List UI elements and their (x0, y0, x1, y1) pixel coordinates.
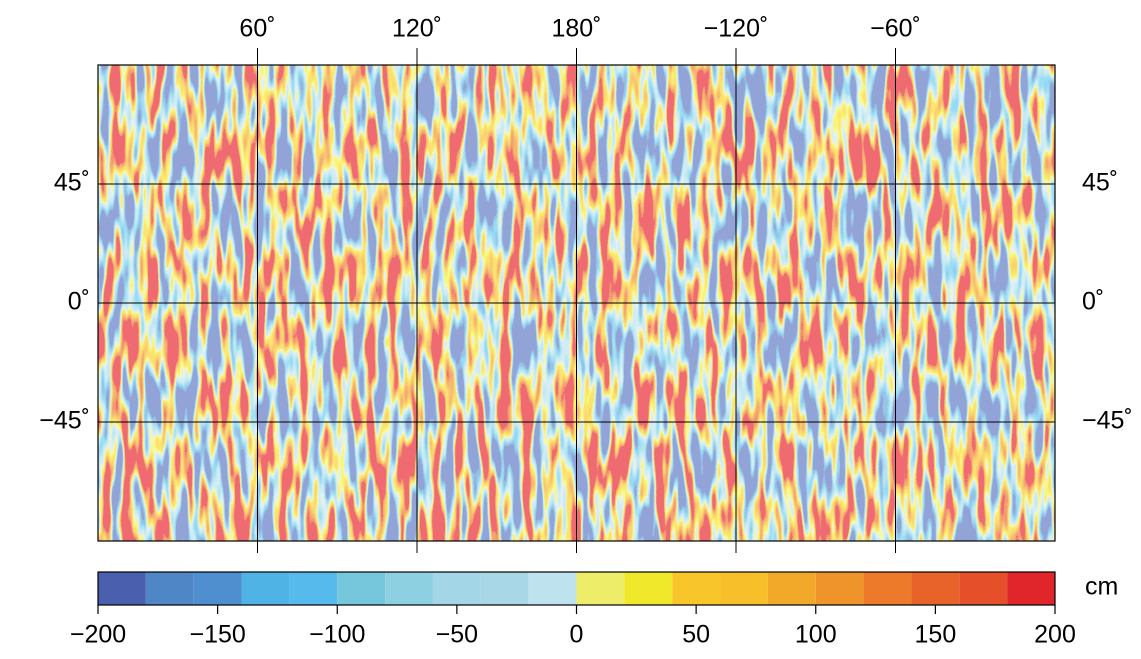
colorbar-tick-label: 0 (570, 621, 584, 649)
colorbar-tick-label: −100 (309, 621, 365, 649)
colorbar-bin (911, 572, 960, 605)
colorbar-tick-label: 150 (915, 621, 957, 649)
colorbar-bin (241, 572, 290, 605)
colorbar-bin (767, 572, 816, 605)
colorbar-unit: cm (1085, 573, 1118, 601)
colorbar-bin (145, 572, 194, 605)
colorbar-bin (576, 572, 625, 605)
colorbar-bin (863, 572, 912, 605)
x-tick-label: −120˚ (704, 15, 769, 43)
colorbar-bin (98, 572, 146, 605)
colorbar-tick-label: 200 (1034, 621, 1076, 649)
y-tick-label: 45˚ (54, 169, 90, 197)
x-tick-label: −60˚ (870, 15, 921, 43)
colorbar-bin (624, 572, 673, 605)
colorbar-bin (289, 572, 338, 605)
colorbar-bin (959, 572, 1008, 605)
y-tick-label: 0˚ (1082, 288, 1104, 316)
colorbar-bin (672, 572, 721, 605)
colorbar-bin (337, 572, 386, 605)
x-tick-label: 120˚ (392, 15, 442, 43)
y-tick-label: −45˚ (39, 407, 90, 435)
colorbar-tick-label: 50 (682, 621, 710, 649)
colorbar-bin (528, 572, 577, 605)
colorbar-bin (1007, 572, 1055, 605)
colorbar-tick-label: −200 (70, 621, 126, 649)
colorbar-tick-label: −50 (436, 621, 478, 649)
colorbar-tick-label: −150 (189, 621, 245, 649)
colorbar-bin (432, 572, 481, 605)
x-tick-label: 60˚ (239, 15, 275, 43)
colorbar-bin (193, 572, 242, 605)
y-tick-label: 0˚ (68, 288, 90, 316)
x-tick-label: 180˚ (551, 15, 601, 43)
y-tick-label: −45˚ (1082, 407, 1133, 435)
colorbar-bin (385, 572, 433, 605)
colorbar-bin (815, 572, 864, 605)
colorbar-bin (480, 572, 529, 605)
colorbar-tick-label: 100 (795, 621, 837, 649)
colorbar-bin (720, 572, 768, 605)
y-tick-label: 45˚ (1082, 169, 1118, 197)
